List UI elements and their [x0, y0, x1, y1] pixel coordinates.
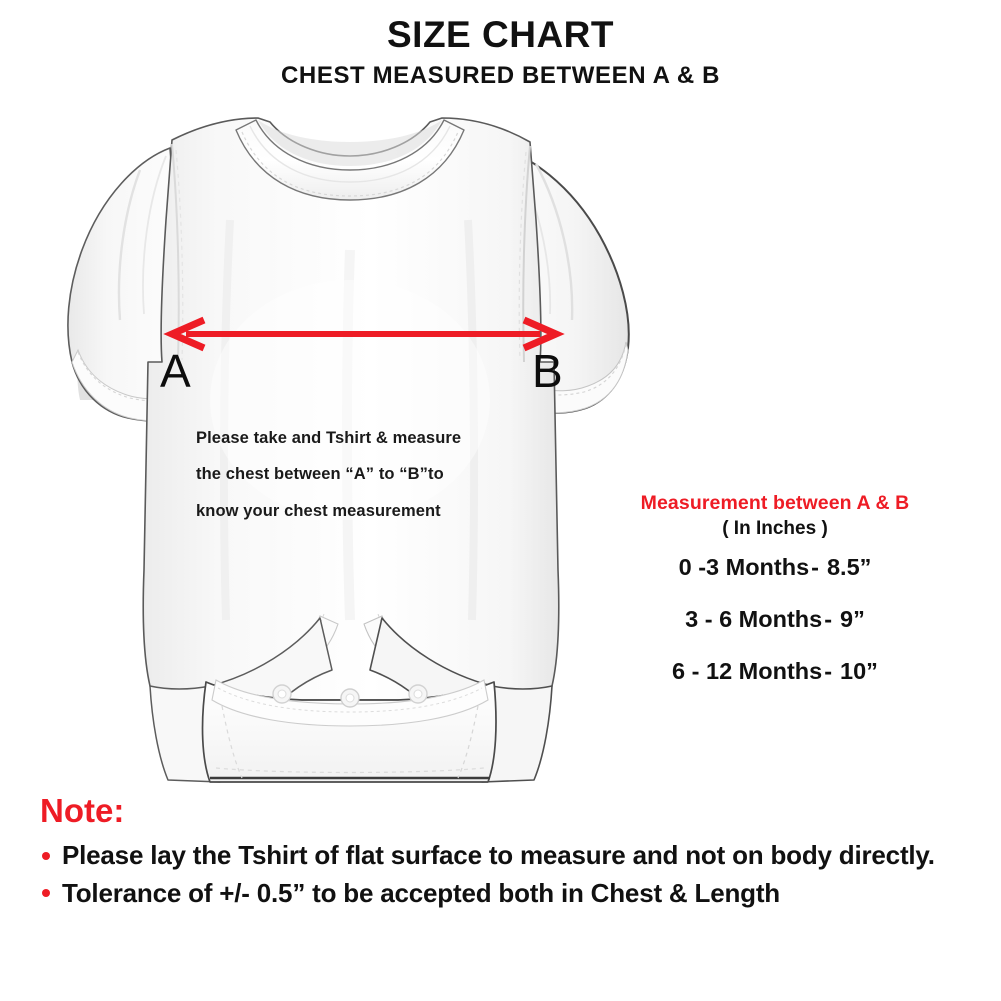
- baby-bodysuit-image: [20, 100, 680, 810]
- instruction-line-3: know your chest measurement: [196, 501, 441, 520]
- size-value: 8.5”: [826, 554, 872, 580]
- measurement-heading: Measurement between A & B: [640, 492, 910, 514]
- size-value: 9”: [840, 606, 865, 632]
- row-separator: -: [811, 554, 819, 580]
- table-row: 0 -3 Months- 8.5”: [575, 554, 975, 581]
- list-item: Tolerance of +/- 0.5” to be accepted bot…: [40, 876, 970, 911]
- page-title: SIZE CHART: [387, 14, 614, 55]
- note-text: Please lay the Tshirt of flat surface to…: [62, 840, 935, 871]
- snap-buttons: [272, 684, 428, 708]
- note-title: Note:: [40, 792, 125, 829]
- size-value: 10”: [840, 658, 878, 684]
- size-label: 3 - 6 Months: [685, 606, 823, 632]
- instruction-line-1: Please take and Tshirt & measure: [196, 429, 462, 447]
- instruction-line-2: the chest between “A” to “B”to: [196, 465, 444, 484]
- row-separator: -: [824, 658, 833, 684]
- row-separator: -: [824, 606, 833, 632]
- list-item: Please lay the Tshirt of flat surface to…: [40, 838, 970, 873]
- bullet-icon: [42, 889, 50, 898]
- point-a-label: A: [160, 345, 191, 397]
- measurement-unit-note: ( In Inches ): [722, 518, 828, 539]
- table-row: 6 - 12 Months- 10”: [575, 658, 975, 685]
- size-label: 0 -3 Months: [678, 554, 810, 580]
- note-list: Please lay the Tshirt of flat surface to…: [40, 838, 970, 910]
- note-text: Tolerance of +/- 0.5” to be accepted bot…: [62, 877, 780, 908]
- table-row: 3 - 6 Months- 9”: [575, 606, 975, 633]
- bullet-icon: [42, 851, 50, 860]
- measurement-rows: 0 -3 Months- 8.5” 3 - 6 Months- 9” 6 - 12 …: [575, 554, 975, 685]
- measurement-table: Measurement between A & B ( In Inches ) …: [575, 492, 975, 710]
- page-subtitle: CHEST MEASURED BETWEEN A & B: [280, 62, 721, 89]
- point-b-label: B: [532, 345, 563, 397]
- note-section: Note: Please lay the Tshirt of flat surf…: [40, 792, 970, 913]
- measuring-instructions: Please take and Tshirt & measure the che…: [196, 420, 546, 529]
- size-label: 6 - 12 Months: [672, 658, 823, 684]
